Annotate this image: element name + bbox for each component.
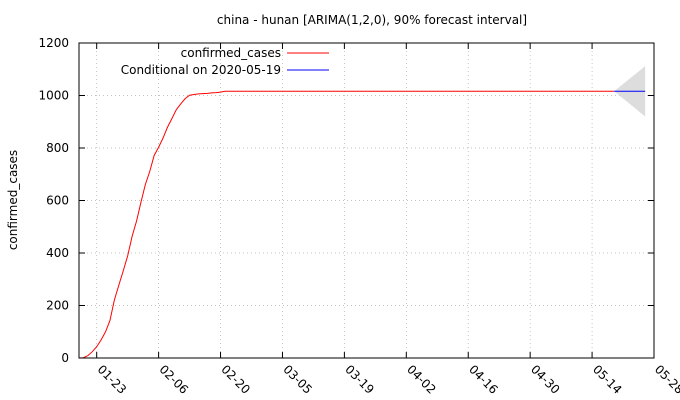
- legend-label-conditional: Conditional on 2020-05-19: [121, 63, 281, 77]
- y-tick-label: 600: [46, 194, 69, 208]
- x-tick-label: 05-28: [652, 362, 680, 397]
- y-tick-label: 800: [46, 141, 69, 155]
- chart-title: china - hunan [ARIMA(1,2,0), 90% forecas…: [217, 13, 527, 27]
- x-tick-label: 02-06: [156, 362, 191, 397]
- legend: confirmed_cases Conditional on 2020-05-1…: [121, 46, 329, 77]
- y-tick-label: 0: [61, 351, 69, 365]
- x-tick-label: 01-23: [95, 362, 130, 397]
- grid: [79, 43, 655, 358]
- x-tick-label: 02-20: [218, 362, 253, 397]
- x-tick-label: 03-19: [342, 362, 377, 397]
- x-tick-label: 04-30: [528, 362, 563, 397]
- y-axis-ticks: 0 200 400 600 800 1000 1200: [38, 36, 654, 365]
- y-tick-label: 400: [46, 246, 69, 260]
- y-tick-label: 200: [46, 299, 69, 313]
- series-layer: [78, 90, 646, 359]
- series-line-confirmed-cases: [78, 90, 615, 359]
- x-tick-label: 04-02: [404, 362, 439, 397]
- x-tick-label: 05-14: [590, 362, 625, 397]
- x-tick-label: 03-05: [280, 362, 315, 397]
- y-axis-label: confirmed_cases: [6, 150, 20, 250]
- legend-label-confirmed-cases: confirmed_cases: [181, 46, 281, 60]
- x-tick-label: 04-16: [466, 362, 501, 397]
- y-tick-label: 1000: [38, 89, 69, 103]
- y-tick-label: 1200: [38, 36, 69, 50]
